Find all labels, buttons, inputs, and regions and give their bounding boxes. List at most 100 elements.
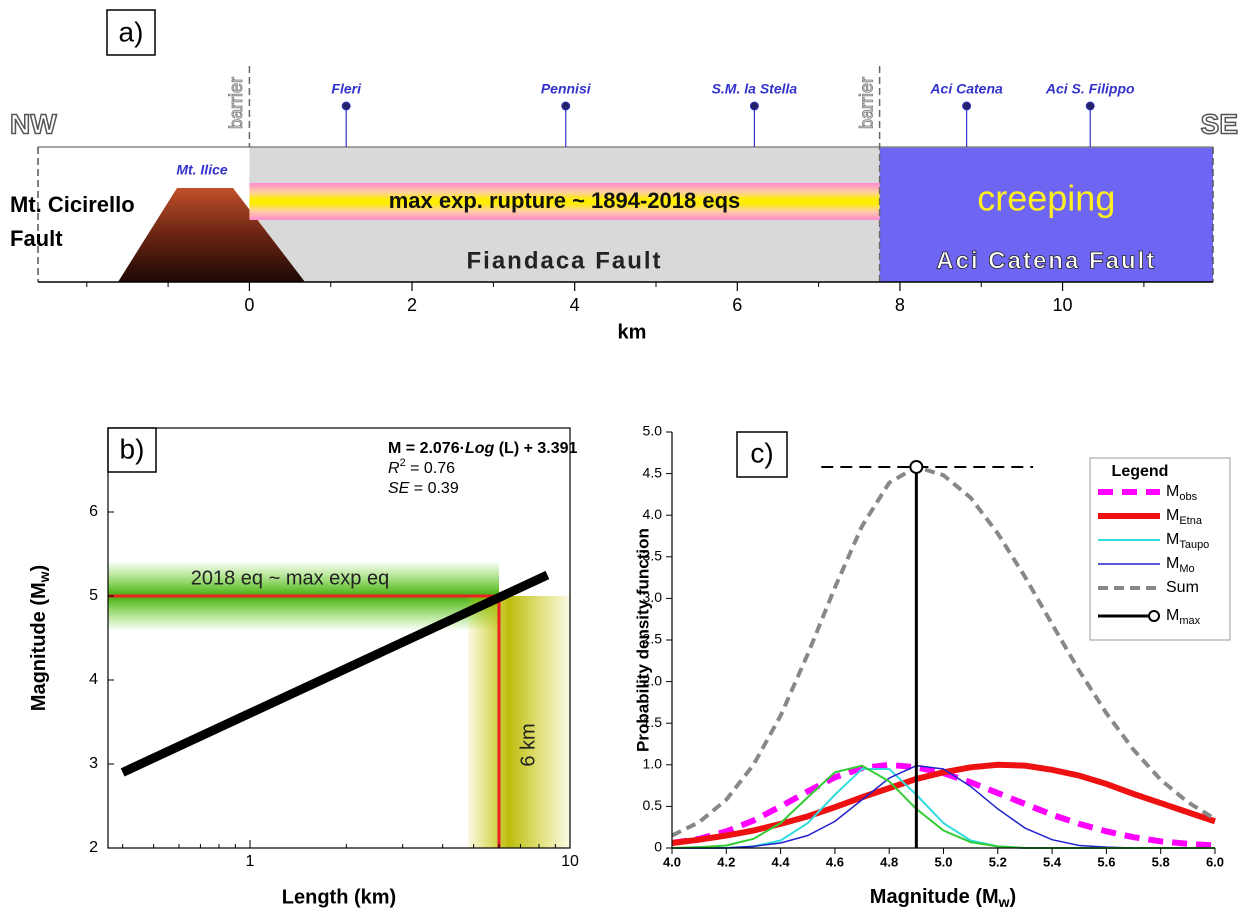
x-tick-label: 5.4 xyxy=(1043,854,1062,869)
y-tick-label: 0.5 xyxy=(643,797,663,813)
y-tick-label: 3 xyxy=(89,755,98,772)
town-marker xyxy=(749,101,759,111)
rupture-band xyxy=(249,183,880,220)
volcano xyxy=(118,188,305,282)
text-part: M xyxy=(1166,507,1179,524)
pdf-curve xyxy=(671,464,1217,838)
x-axis-label: Magnitude (Mw) xyxy=(870,886,1016,909)
x-tick-label: 6 xyxy=(732,295,742,315)
text-part: Mo xyxy=(1179,563,1194,575)
town-label: Aci S. Filippo xyxy=(1045,81,1135,97)
text-part: = 0.76 xyxy=(406,460,455,477)
text-part: M xyxy=(1166,483,1179,500)
y-tick-label: 2.0 xyxy=(643,672,663,688)
yellow-band xyxy=(467,596,570,848)
regression-line xyxy=(120,570,550,777)
x-tick-label: 6.0 xyxy=(1206,854,1224,869)
text-part: = 0.39 xyxy=(409,480,458,497)
legend-label: Mmax xyxy=(1166,607,1201,627)
text-part: M xyxy=(1166,531,1179,548)
legend-label: Mobs xyxy=(1166,483,1198,503)
x-tick-label: 4.0 xyxy=(663,854,681,869)
plot-frame xyxy=(107,427,571,849)
x-tick-label: 1 xyxy=(246,853,255,870)
y-tick-label: 6 xyxy=(89,503,98,520)
y-tick-label: 2.5 xyxy=(643,631,663,647)
y-tick-label: 4 xyxy=(89,671,98,688)
barrier-label: barrier xyxy=(226,77,246,129)
legend-label: Sum xyxy=(1166,579,1199,596)
text-part: w xyxy=(36,571,52,583)
text-part: M xyxy=(1166,607,1179,624)
x-tick-label: 2 xyxy=(407,295,417,315)
text-part: M xyxy=(1166,555,1179,572)
x-tick-label: 0 xyxy=(244,295,254,315)
x-tick-label: 10 xyxy=(1053,295,1073,315)
mmax-marker xyxy=(909,459,924,474)
fault-label: Aci Catena Fault xyxy=(936,247,1156,274)
text-part: ) xyxy=(1010,886,1017,908)
text-part: M = 2.076· xyxy=(388,440,465,457)
text-part: obs xyxy=(1179,491,1197,503)
end-label: NW xyxy=(10,108,57,139)
pdf-curve xyxy=(671,761,1216,846)
legend-label: MEtna xyxy=(1166,507,1203,527)
y-axis-label: Magnitude (Mw) xyxy=(28,565,51,711)
x-tick-label: 4.2 xyxy=(717,854,735,869)
y-tick-label: 1.5 xyxy=(643,714,663,730)
text-part: SE xyxy=(388,480,410,497)
y-tick-label: 3.0 xyxy=(643,589,663,605)
label-box xyxy=(736,431,788,478)
label-box xyxy=(107,427,157,473)
creeping-label: creeping xyxy=(977,178,1115,219)
text-part: Log xyxy=(465,440,495,457)
town-marker xyxy=(341,101,351,111)
town-marker xyxy=(962,101,972,111)
town-label: Aci Catena xyxy=(929,81,1003,97)
town-marker xyxy=(561,101,571,111)
band-label: 6 km xyxy=(517,723,539,766)
y-tick-label: 2 xyxy=(89,839,98,856)
text-part: ) xyxy=(28,565,50,572)
town-label: Pennisi xyxy=(541,81,592,97)
x-tick-label: 4.4 xyxy=(772,854,791,869)
town-label: S.M. la Stella xyxy=(712,81,798,97)
text-part: Sum xyxy=(1166,579,1199,596)
panel-label: b) xyxy=(120,433,145,464)
town-label: Fleri xyxy=(331,81,362,97)
town-marker xyxy=(1085,101,1095,111)
panel-label: a) xyxy=(119,16,144,47)
volcano-label: Mt. Ilice xyxy=(176,162,228,178)
x-tick-label: 4 xyxy=(570,295,580,315)
band-label: 2018 eq ~ max exp eq xyxy=(191,567,389,589)
legend-label: MMo xyxy=(1166,555,1195,575)
x-axis-label: Length (km) xyxy=(282,886,396,908)
fault-label: Fiandaca Fault xyxy=(466,247,662,274)
fault-label: Mt. Cicirello xyxy=(10,192,135,217)
y-tick-label: 5.0 xyxy=(643,423,663,439)
x-tick-label: 10 xyxy=(561,853,579,870)
y-tick-label: 0 xyxy=(654,839,662,855)
x-tick-label: 5.0 xyxy=(934,854,952,869)
panel-label: c) xyxy=(750,437,773,468)
barrier-label: barrier xyxy=(856,77,876,129)
text-part: 2 xyxy=(400,457,406,469)
end-label: SE xyxy=(1201,108,1238,139)
y-axis-label: Probability density function xyxy=(633,528,652,752)
x-tick-label: 8 xyxy=(895,295,905,315)
y-tick-label: 5 xyxy=(89,587,98,604)
legend-box xyxy=(1089,457,1231,641)
legend-label: MTaupo xyxy=(1166,531,1209,551)
rupture-label: max exp. rupture ~ 1894-2018 eqs xyxy=(389,188,741,213)
x-tick-label: 4.8 xyxy=(880,854,898,869)
x-axis-label: km xyxy=(618,321,647,343)
text-part: (L) + 3.391 xyxy=(494,440,577,457)
text-part: Taupo xyxy=(1179,539,1209,551)
x-tick-label: 5.6 xyxy=(1097,854,1115,869)
legend-title: Legend xyxy=(1112,463,1169,480)
r-squared: R2 = 0.76 xyxy=(388,457,455,477)
x-tick-label: 5.8 xyxy=(1152,854,1170,869)
segment-aci-catena xyxy=(879,147,1213,282)
equation: M = 2.076·Log (L) + 3.391 xyxy=(388,440,578,457)
